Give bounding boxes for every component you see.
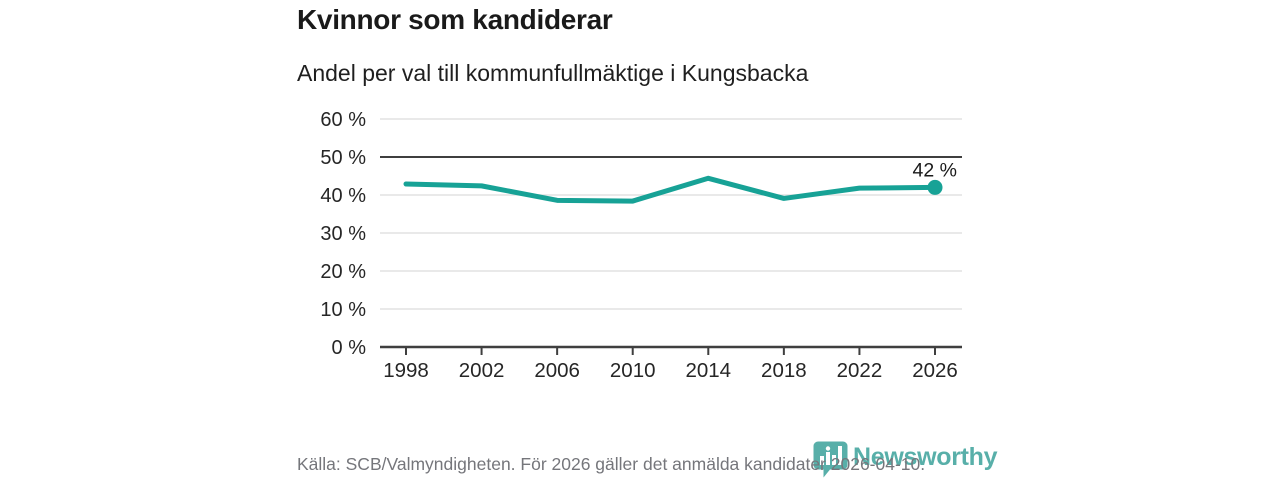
x-axis-tick-label: 2006 xyxy=(534,359,580,382)
chart-subtitle: Andel per val till kommunfullmäktige i K… xyxy=(297,60,809,86)
data-line xyxy=(403,175,938,204)
x-axis-tick-label: 2002 xyxy=(459,359,505,382)
bar-chart-speech-bubble-icon xyxy=(813,441,848,478)
x-axis-tick-label: 2014 xyxy=(685,359,731,382)
end-point-marker xyxy=(927,179,943,195)
y-axis-tick-label: 40 % xyxy=(320,185,366,207)
x-axis-tick-label: 2018 xyxy=(761,359,807,382)
x-axis-tick-label: 2010 xyxy=(610,359,656,382)
newsworthy-logo: Newsworthy xyxy=(813,441,998,478)
y-axis-tick-label: 20 % xyxy=(320,261,366,283)
y-axis-tick-label: 10 % xyxy=(320,299,366,321)
y-axis-tick-label: 60 % xyxy=(320,109,366,131)
y-axis-tick-label: 0 % xyxy=(332,337,367,359)
y-axis-tick-label: 30 % xyxy=(320,223,366,245)
x-axis-tick-label: 1998 xyxy=(383,359,429,382)
end-value-label: 42 % xyxy=(913,159,957,181)
source-note: Källa: SCB/Valmyndigheten. För 2026 gäll… xyxy=(297,454,926,474)
chart-title: Kvinnor som kandiderar xyxy=(297,4,613,35)
newsworthy-wordmark: Newsworthy xyxy=(853,443,998,471)
x-axis-tick-label: 2022 xyxy=(837,359,883,382)
y-axis-tick-label: 50 % xyxy=(320,147,366,169)
x-axis-tick-label: 2026 xyxy=(912,359,958,382)
